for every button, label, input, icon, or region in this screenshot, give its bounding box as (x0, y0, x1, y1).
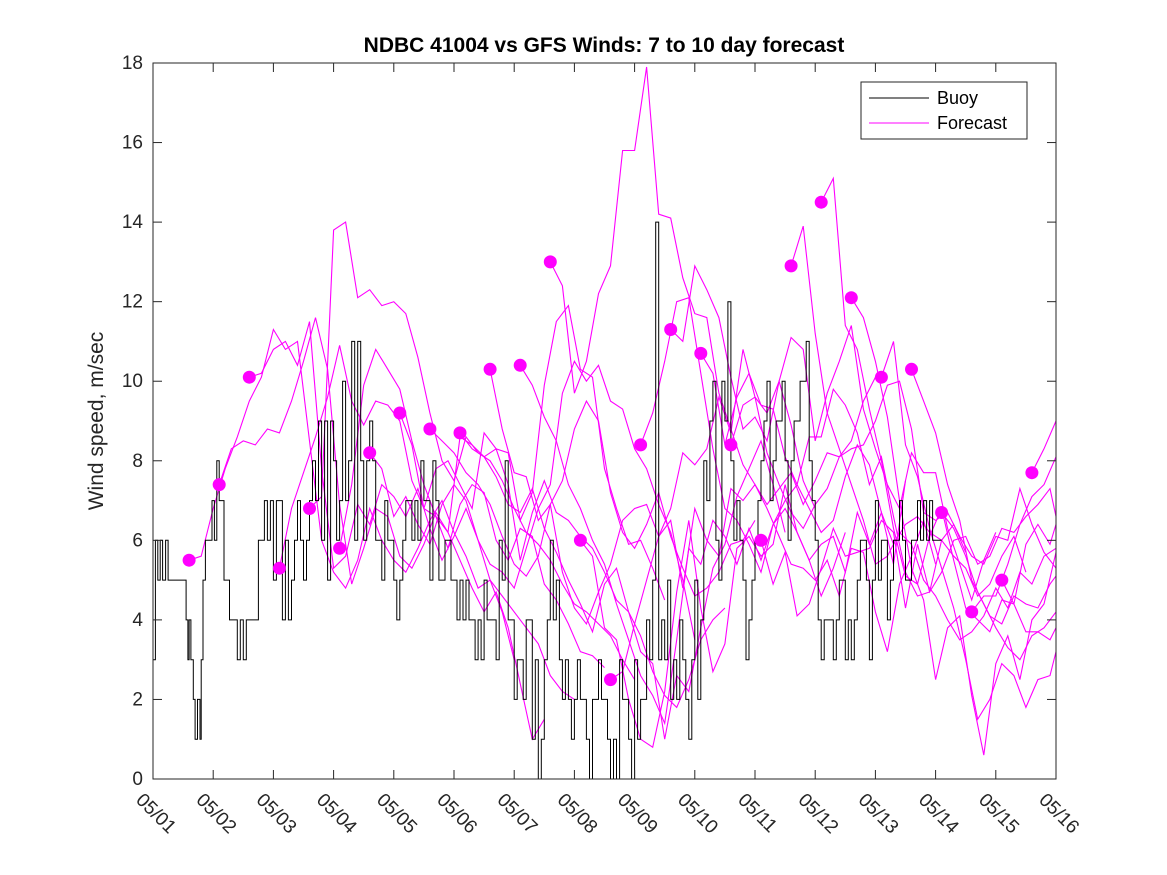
forecast-series-line-24 (880, 341, 1057, 721)
forecast-series-line-21 (790, 225, 1057, 641)
forecast-marker (182, 553, 196, 567)
forecast-series-line-13 (549, 66, 876, 506)
legend: Buoy Forecast (860, 81, 1028, 140)
forecast-marker (212, 478, 226, 492)
forecast-series-line-19 (730, 380, 1057, 569)
forecast-marker (363, 446, 377, 460)
forecast-marker (1025, 466, 1039, 480)
forecast-series-line-6 (339, 304, 666, 601)
forecast-marker (272, 561, 286, 575)
forecast-series-line-8 (399, 412, 726, 709)
forecast-series-line-27 (971, 456, 1057, 613)
forecast-marker (513, 358, 527, 372)
legend-label-buoy: Buoy (937, 88, 978, 108)
forecast-marker (965, 605, 979, 619)
forecast-series-line-7 (369, 360, 696, 640)
y-tick-label: 6 (132, 530, 143, 551)
forecast-marker (393, 406, 407, 420)
y-tick-label: 16 (122, 133, 143, 154)
y-axis-label: Wind speed, m/sec (85, 332, 108, 511)
y-tick-label: 8 (132, 451, 143, 472)
buoy-series-line (153, 221, 942, 780)
forecast-marker (333, 541, 347, 555)
forecast-marker (844, 291, 858, 305)
forecast-marker (242, 370, 256, 384)
forecast-series-line-10 (459, 432, 786, 740)
forecast-series-line-16 (640, 296, 967, 597)
forecast-series-line-2 (218, 317, 545, 741)
forecast-marker (483, 362, 497, 376)
forecast-marker (604, 673, 617, 687)
forecast-marker (814, 195, 828, 209)
forecast-marker (453, 426, 467, 440)
forecast-marker (754, 533, 768, 547)
forecast-marker (724, 438, 738, 452)
y-tick-label: 10 (122, 371, 143, 392)
forecast-marker (874, 370, 888, 384)
chart-title: NDBC 41004 vs GFS Winds: 7 to 10 day for… (364, 34, 845, 57)
y-tick-label: 4 (132, 610, 143, 631)
forecast-marker (664, 323, 678, 336)
forecast-marker (905, 362, 918, 376)
forecast-series-line-29 (1031, 420, 1057, 473)
y-tick-label: 18 (122, 53, 143, 74)
legend-label-forecast: Forecast (937, 113, 1007, 133)
forecast-marker (634, 438, 648, 452)
forecast-marker (303, 502, 316, 515)
forecast-series-line-28 (1001, 579, 1057, 641)
forecast-marker (935, 506, 949, 519)
forecast-marker (573, 533, 587, 547)
forecast-series-line-1 (188, 328, 515, 660)
legend-box (860, 81, 1028, 140)
forecast-marker (423, 422, 437, 436)
forecast-series-line-26 (941, 512, 1057, 625)
forecast-series-line-9 (429, 399, 756, 597)
y-tick-label: 14 (122, 212, 144, 233)
forecast-marker (784, 259, 798, 273)
forecast-series-line-15 (610, 483, 937, 681)
forecast-series-line-23 (850, 297, 1057, 756)
forecast-marker (694, 346, 708, 360)
y-tick-label: 2 (132, 689, 143, 710)
axes-box (152, 62, 1057, 780)
y-tick-label: 0 (132, 769, 143, 790)
y-tick-label: 12 (122, 292, 143, 313)
forecast-series-line-17 (670, 264, 997, 602)
forecast-marker (543, 255, 557, 269)
forecast-marker (995, 573, 1009, 587)
forecast-series-line-18 (700, 353, 1027, 597)
